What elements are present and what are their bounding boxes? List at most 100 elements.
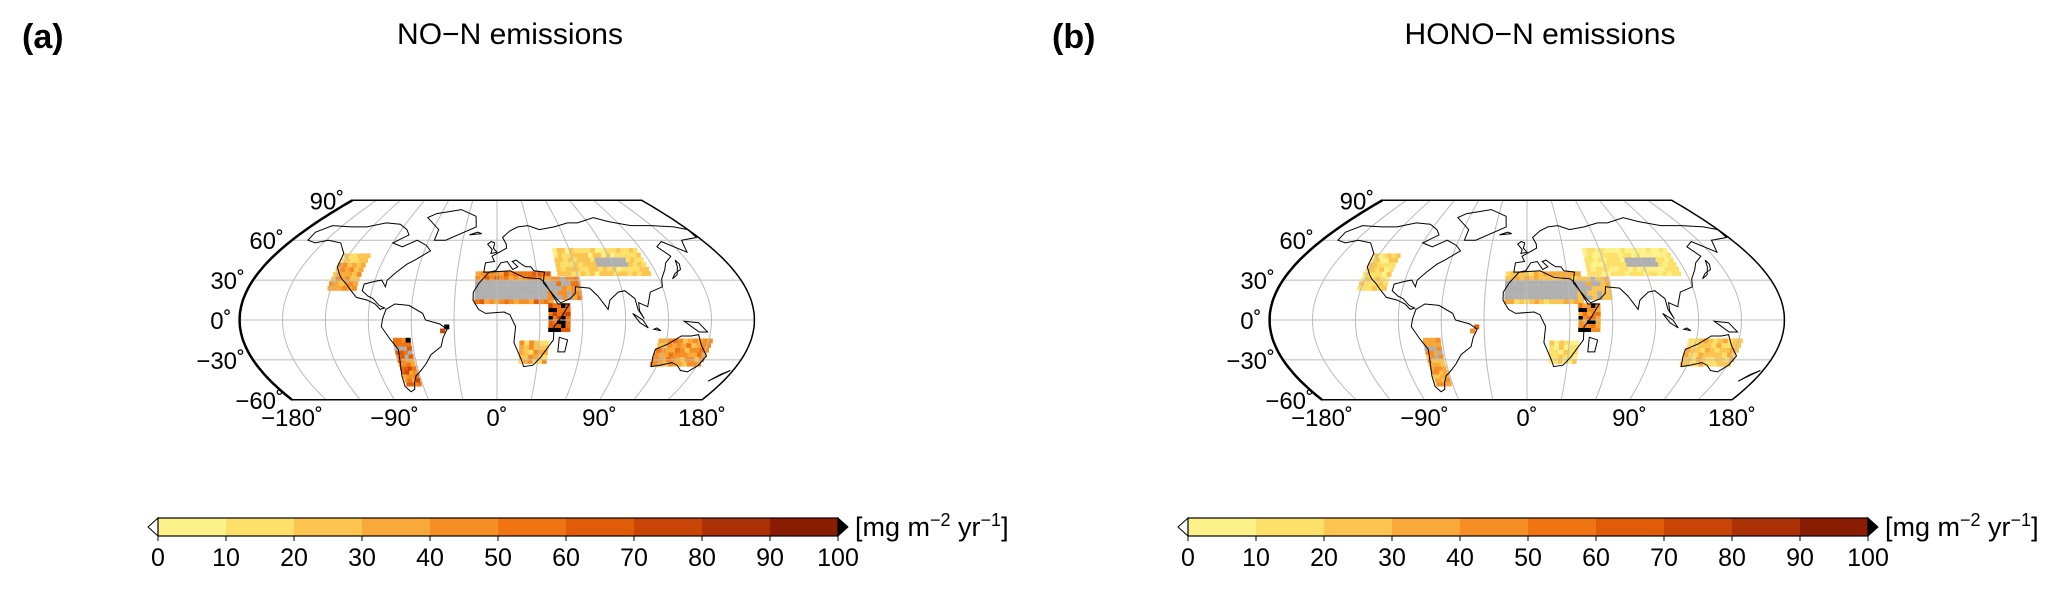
emission-cell	[523, 280, 528, 286]
emission-cell	[1626, 262, 1631, 267]
panel-title: HONO−N emissions	[1404, 18, 1676, 51]
colorbar-under-triangle	[1177, 516, 1189, 538]
emission-cell	[1576, 276, 1581, 282]
emission-cell	[331, 276, 336, 282]
emission-cell	[1654, 248, 1660, 253]
emission-cell	[1586, 281, 1592, 287]
emission-cell	[701, 352, 707, 358]
emission-cell	[1602, 257, 1607, 263]
emission-cell	[1620, 271, 1625, 277]
emission-cell	[1552, 271, 1558, 277]
emission-cell	[605, 262, 611, 267]
emission-cell	[479, 280, 485, 286]
emission-cell	[1533, 271, 1539, 277]
emission-cell	[1591, 307, 1597, 312]
panel-label: (a)	[22, 18, 64, 56]
emission-cell	[1616, 248, 1621, 253]
emission-cell	[1436, 345, 1442, 351]
emission-cell	[562, 271, 567, 277]
emission-cell	[658, 338, 664, 344]
emission-cell	[499, 276, 504, 281]
emission-cell	[1653, 252, 1658, 258]
emission-cell	[1664, 257, 1670, 263]
emission-cell	[1386, 272, 1392, 277]
emission-cell	[654, 352, 659, 358]
emission-cell	[637, 262, 642, 267]
emission-cell	[561, 319, 567, 324]
emission-cell	[574, 276, 580, 282]
emission-cell	[1679, 361, 1685, 367]
emission-cell	[1434, 353, 1440, 359]
coastline	[650, 334, 708, 373]
emission-cell	[1386, 262, 1392, 268]
emission-cell	[1603, 262, 1609, 267]
emission-cell	[403, 365, 409, 371]
emission-cell	[1612, 262, 1618, 267]
panel-b: (b) HONO−N emissions 90˚ 60˚ 30˚ 0˚ −30˚ −60˚…	[1030, 0, 2060, 595]
emission-cell	[610, 252, 615, 258]
emission-cell	[524, 340, 530, 346]
emission-cell	[616, 257, 622, 263]
emission-cell	[1703, 352, 1708, 358]
emission-cell	[1592, 271, 1597, 277]
meridian-line	[1397, 199, 1456, 401]
emission-cell	[579, 266, 585, 272]
emission-cell	[1590, 276, 1596, 282]
emission-cell	[1437, 349, 1443, 355]
emission-cell	[509, 294, 515, 300]
emission-cell	[514, 299, 520, 305]
emission-cell	[1423, 341, 1429, 347]
emission-cell	[576, 290, 582, 296]
emission-cell	[1563, 345, 1569, 350]
emission-cell	[1595, 319, 1601, 324]
emission-cell	[1548, 289, 1554, 295]
emission-cell	[1563, 289, 1569, 295]
emission-cell	[1578, 299, 1584, 305]
emission-cell	[692, 338, 698, 344]
emission-cell	[1438, 377, 1443, 383]
emission-cell	[1538, 289, 1544, 295]
emission-cell	[634, 257, 640, 263]
emission-cell	[1558, 294, 1564, 300]
coastline	[672, 259, 682, 280]
emission-cell	[1573, 294, 1579, 300]
emission-cell	[696, 343, 702, 348]
emission-cell	[1519, 280, 1525, 286]
colorbar-segment	[1596, 518, 1665, 536]
emission-cell	[1582, 315, 1588, 320]
map-plot: 90˚ 60˚30˚ 0˚ −30˚ −60˚−180˚ −90˚ 0˚ 90˚ 180˚ 0 10…	[147, 188, 859, 572]
emission-cell	[1443, 369, 1448, 375]
emission-cell	[572, 257, 577, 263]
emission-cell	[571, 286, 577, 291]
emission-cell	[1549, 345, 1555, 350]
emission-cell	[410, 361, 416, 367]
emission-cell	[1567, 285, 1573, 291]
emission-cell	[1519, 294, 1525, 300]
coastline	[707, 370, 731, 382]
emission-cell	[1571, 271, 1576, 277]
emission-cell	[620, 248, 625, 253]
emission-cell	[475, 271, 481, 277]
lat-tick-label: 0˚	[1240, 308, 1261, 335]
emission-cell	[581, 248, 587, 253]
emission-cell	[561, 266, 566, 272]
emission-cell	[1666, 252, 1671, 258]
emission-cell	[1591, 266, 1596, 272]
emission-cell	[1607, 295, 1613, 301]
emission-cell	[504, 294, 510, 300]
emission-cell	[1538, 271, 1544, 277]
emission-cell	[1631, 252, 1636, 258]
emission-cell	[1539, 294, 1545, 300]
emission-cell	[335, 276, 341, 282]
emission-cell	[593, 266, 599, 272]
emission-cell	[1370, 267, 1375, 273]
emission-cell	[565, 266, 571, 272]
graticule	[1269, 199, 1785, 401]
emission-cell	[1727, 352, 1732, 358]
emission-cell	[1549, 340, 1555, 346]
emission-cell	[1711, 343, 1717, 348]
emission-cell	[552, 315, 558, 320]
emission-cell	[1721, 361, 1727, 367]
emission-cell	[1572, 285, 1578, 291]
emission-cell	[508, 280, 514, 286]
